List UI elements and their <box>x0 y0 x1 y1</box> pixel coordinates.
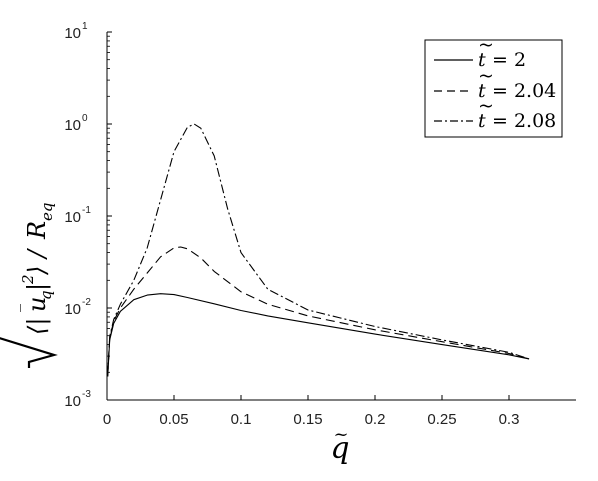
svg-text:u: u <box>23 297 51 312</box>
svg-text:~: ~ <box>478 65 494 87</box>
svg-text:q: q <box>37 290 55 300</box>
x-tick-label: 0.05 <box>159 411 188 428</box>
series-group <box>107 123 530 377</box>
svg-text:‾: ‾ <box>17 304 36 312</box>
svg-text:t: t <box>478 49 486 71</box>
svg-text:eq: eq <box>38 203 56 221</box>
svg-text:⟨|: ⟨| <box>23 318 52 335</box>
x-tick-label: 0.2 <box>365 411 386 428</box>
y-tick-exponent: -2 <box>82 297 91 308</box>
legend-entry-2: t ~ = 2.04 <box>434 65 556 102</box>
svg-text:= 2.04: = 2.04 <box>492 80 556 102</box>
y-tick-label: 10 <box>64 209 81 226</box>
svg-text:⟩ /: ⟩ / <box>23 247 51 276</box>
svg-text:R: R <box>23 221 51 240</box>
x-tick-label: 0 <box>103 411 111 428</box>
x-axis-label: q ~ <box>330 424 349 466</box>
svg-text:t: t <box>478 110 486 132</box>
y-axis-label: ⟨| u ‾ q | 2 ⟩ / R eq <box>0 127 58 368</box>
series-line-1 <box>107 293 530 377</box>
svg-text:q: q <box>330 431 349 466</box>
svg-text:|: | <box>23 283 52 291</box>
y-tick-exponent: -1 <box>82 205 91 216</box>
svg-text:~: ~ <box>478 95 494 117</box>
y-tick-exponent: 1 <box>82 21 88 32</box>
y-tick-exponent: 0 <box>82 113 88 124</box>
svg-text:2: 2 <box>19 274 37 285</box>
x-tick-label: 0.25 <box>427 411 456 428</box>
y-tick-exponent: -3 <box>82 389 91 400</box>
legend-entry-3: t ~ = 2.08 <box>434 95 556 132</box>
svg-text:= 2: = 2 <box>492 49 526 71</box>
y-tick-label: 10 <box>64 117 81 134</box>
x-axis-ticks: 0 0.05 0.1 0.15 0.2 0.25 0.3 <box>103 395 520 428</box>
svg-text:~: ~ <box>478 34 494 56</box>
svg-text:~: ~ <box>333 424 348 445</box>
svg-text:= 2.08: = 2.08 <box>492 110 556 132</box>
svg-text:t: t <box>478 80 486 102</box>
y-tick-label: 10 <box>64 393 81 410</box>
legend: t ~ = 2 t ~ = 2.04 t ~ = 2.08 <box>424 34 563 138</box>
y-tick-label: 10 <box>64 25 81 42</box>
x-tick-label: 0.3 <box>499 411 520 428</box>
legend-entry-1: t ~ = 2 <box>434 34 526 71</box>
y-tick-label: 10 <box>64 301 81 318</box>
x-tick-label: 0.1 <box>231 411 252 428</box>
series-line-3 <box>107 123 530 377</box>
x-tick-label: 0.15 <box>293 411 322 428</box>
series-line-2 <box>107 246 530 375</box>
